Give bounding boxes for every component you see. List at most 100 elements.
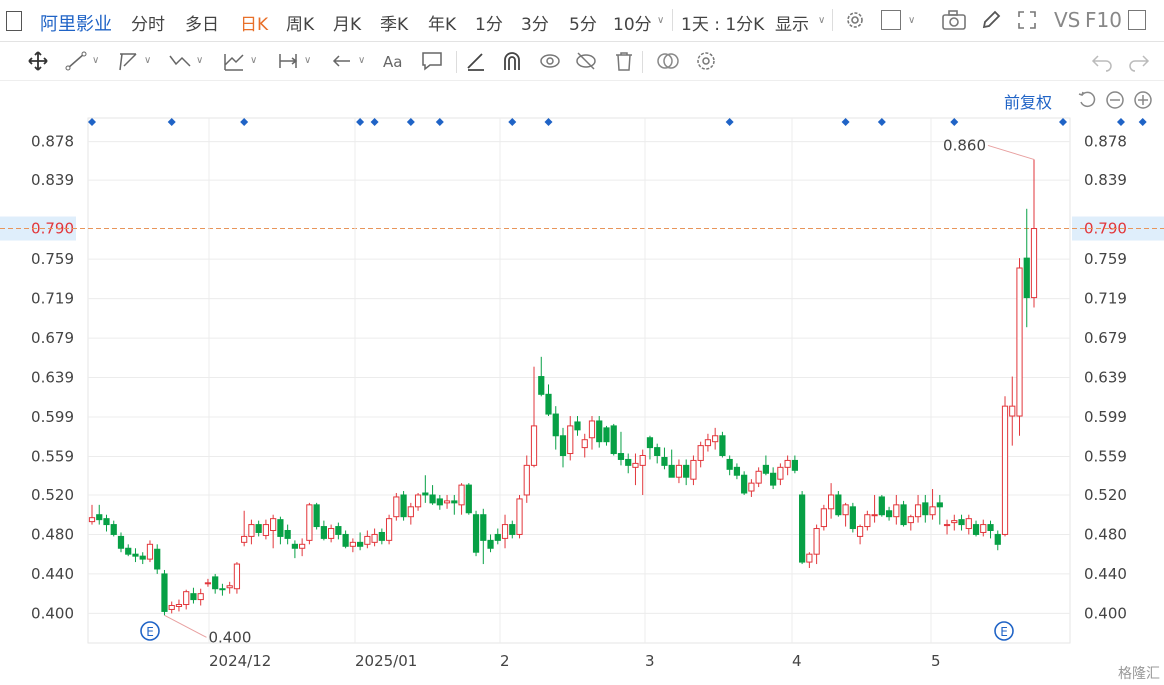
chevron-down-icon[interactable]: ∨ <box>144 55 152 66</box>
event-e-icon[interactable] <box>994 621 1014 641</box>
candle[interactable] <box>733 463 741 480</box>
candle[interactable] <box>813 524 820 565</box>
tab-9[interactable]: 3分 <box>521 15 549 35</box>
candle[interactable] <box>451 494 458 515</box>
event-e-icon[interactable] <box>140 621 160 641</box>
candle[interactable] <box>885 506 893 521</box>
chevron-down-icon[interactable]: ∨ <box>92 55 100 66</box>
candle[interactable] <box>103 514 110 532</box>
candle[interactable] <box>436 494 443 510</box>
candle[interactable] <box>291 540 299 559</box>
hide-icon[interactable] <box>574 50 598 72</box>
candle[interactable] <box>161 569 168 616</box>
event-marker-diamond[interactable] <box>435 118 444 126</box>
candle[interactable] <box>146 540 154 563</box>
candle[interactable] <box>306 502 313 545</box>
candle[interactable] <box>856 524 864 545</box>
layout-icon[interactable] <box>881 10 901 30</box>
stock-name[interactable]: 阿里影业 <box>40 14 112 35</box>
candle[interactable] <box>603 425 610 446</box>
candle[interactable] <box>683 459 690 486</box>
candle[interactable] <box>574 416 581 436</box>
candle[interactable] <box>139 552 146 565</box>
candle[interactable] <box>132 548 139 563</box>
camera-icon[interactable] <box>941 9 967 31</box>
candle[interactable] <box>755 467 762 488</box>
candle[interactable] <box>168 601 175 614</box>
candle[interactable] <box>226 581 233 594</box>
event-marker-diamond[interactable] <box>88 118 96 126</box>
candle[interactable] <box>270 514 277 549</box>
candle[interactable] <box>1001 396 1009 537</box>
event-marker-diamond[interactable] <box>841 118 850 126</box>
chevron-down-icon[interactable]: ∨ <box>196 55 204 66</box>
redo-icon[interactable] <box>1127 50 1151 72</box>
event-marker-diamond[interactable] <box>725 118 734 126</box>
event-marker-diamond[interactable] <box>950 118 959 126</box>
candle[interactable] <box>262 519 270 540</box>
candle[interactable] <box>385 514 393 545</box>
candle[interactable] <box>538 356 545 397</box>
candle[interactable] <box>871 494 878 523</box>
measure-tool-icon[interactable] <box>276 50 300 72</box>
candle[interactable] <box>625 453 632 474</box>
fib-tool-icon[interactable] <box>222 50 246 72</box>
candle[interactable] <box>88 504 96 525</box>
candle[interactable] <box>951 514 958 531</box>
candle[interactable] <box>936 494 943 525</box>
trash-icon[interactable] <box>612 50 636 72</box>
chevron-down-icon[interactable]: ∨ <box>358 55 366 66</box>
candle[interactable] <box>465 483 472 515</box>
candle[interactable] <box>494 528 501 545</box>
tab-10[interactable]: 5分 <box>569 15 597 35</box>
pencil-icon[interactable] <box>980 9 1002 31</box>
tab-11[interactable]: 10分 <box>613 15 652 35</box>
candle[interactable] <box>777 463 784 486</box>
eye-icon[interactable] <box>538 50 562 72</box>
candle[interactable] <box>893 494 900 525</box>
candle[interactable] <box>400 491 407 521</box>
candle[interactable] <box>632 453 639 486</box>
candle[interactable] <box>596 416 603 448</box>
candle[interactable] <box>429 485 436 505</box>
event-marker-diamond[interactable] <box>877 118 886 126</box>
candle[interactable] <box>335 522 342 540</box>
settings-icon[interactable] <box>694 50 718 72</box>
candle[interactable] <box>799 491 806 565</box>
event-marker-diamond[interactable] <box>406 118 415 126</box>
candle[interactable] <box>190 587 197 604</box>
candle[interactable] <box>371 528 378 547</box>
candle[interactable] <box>212 573 219 594</box>
candle[interactable] <box>690 455 697 486</box>
candle[interactable] <box>914 494 922 523</box>
candle[interactable] <box>183 589 190 610</box>
zoom-in-icon[interactable] <box>1133 90 1153 110</box>
move-icon[interactable] <box>26 50 50 72</box>
candle[interactable] <box>407 502 414 525</box>
candle[interactable] <box>806 552 813 568</box>
candle[interactable] <box>994 530 1001 551</box>
candle[interactable] <box>864 510 871 531</box>
candle[interactable] <box>393 493 400 521</box>
event-marker-diamond[interactable] <box>240 118 249 126</box>
candle[interactable] <box>922 494 929 523</box>
event-marker-diamond[interactable] <box>167 118 176 126</box>
candle[interactable] <box>1016 258 1023 436</box>
candle[interactable] <box>248 519 255 545</box>
candle[interactable] <box>770 467 777 490</box>
candle[interactable] <box>530 366 538 468</box>
candle[interactable] <box>610 423 617 456</box>
candle[interactable] <box>617 431 625 466</box>
channel-tool-icon[interactable] <box>116 50 140 72</box>
candle[interactable] <box>284 524 291 545</box>
candle[interactable] <box>567 416 574 461</box>
candle[interactable] <box>1030 159 1038 308</box>
panel-toggle-icon[interactable] <box>1128 10 1146 30</box>
tab-3[interactable]: 日K <box>240 15 269 35</box>
candle[interactable] <box>697 441 704 468</box>
settings-icon[interactable] <box>844 9 866 31</box>
candle[interactable] <box>313 502 320 530</box>
candle[interactable] <box>835 491 842 517</box>
candle[interactable] <box>726 455 733 476</box>
